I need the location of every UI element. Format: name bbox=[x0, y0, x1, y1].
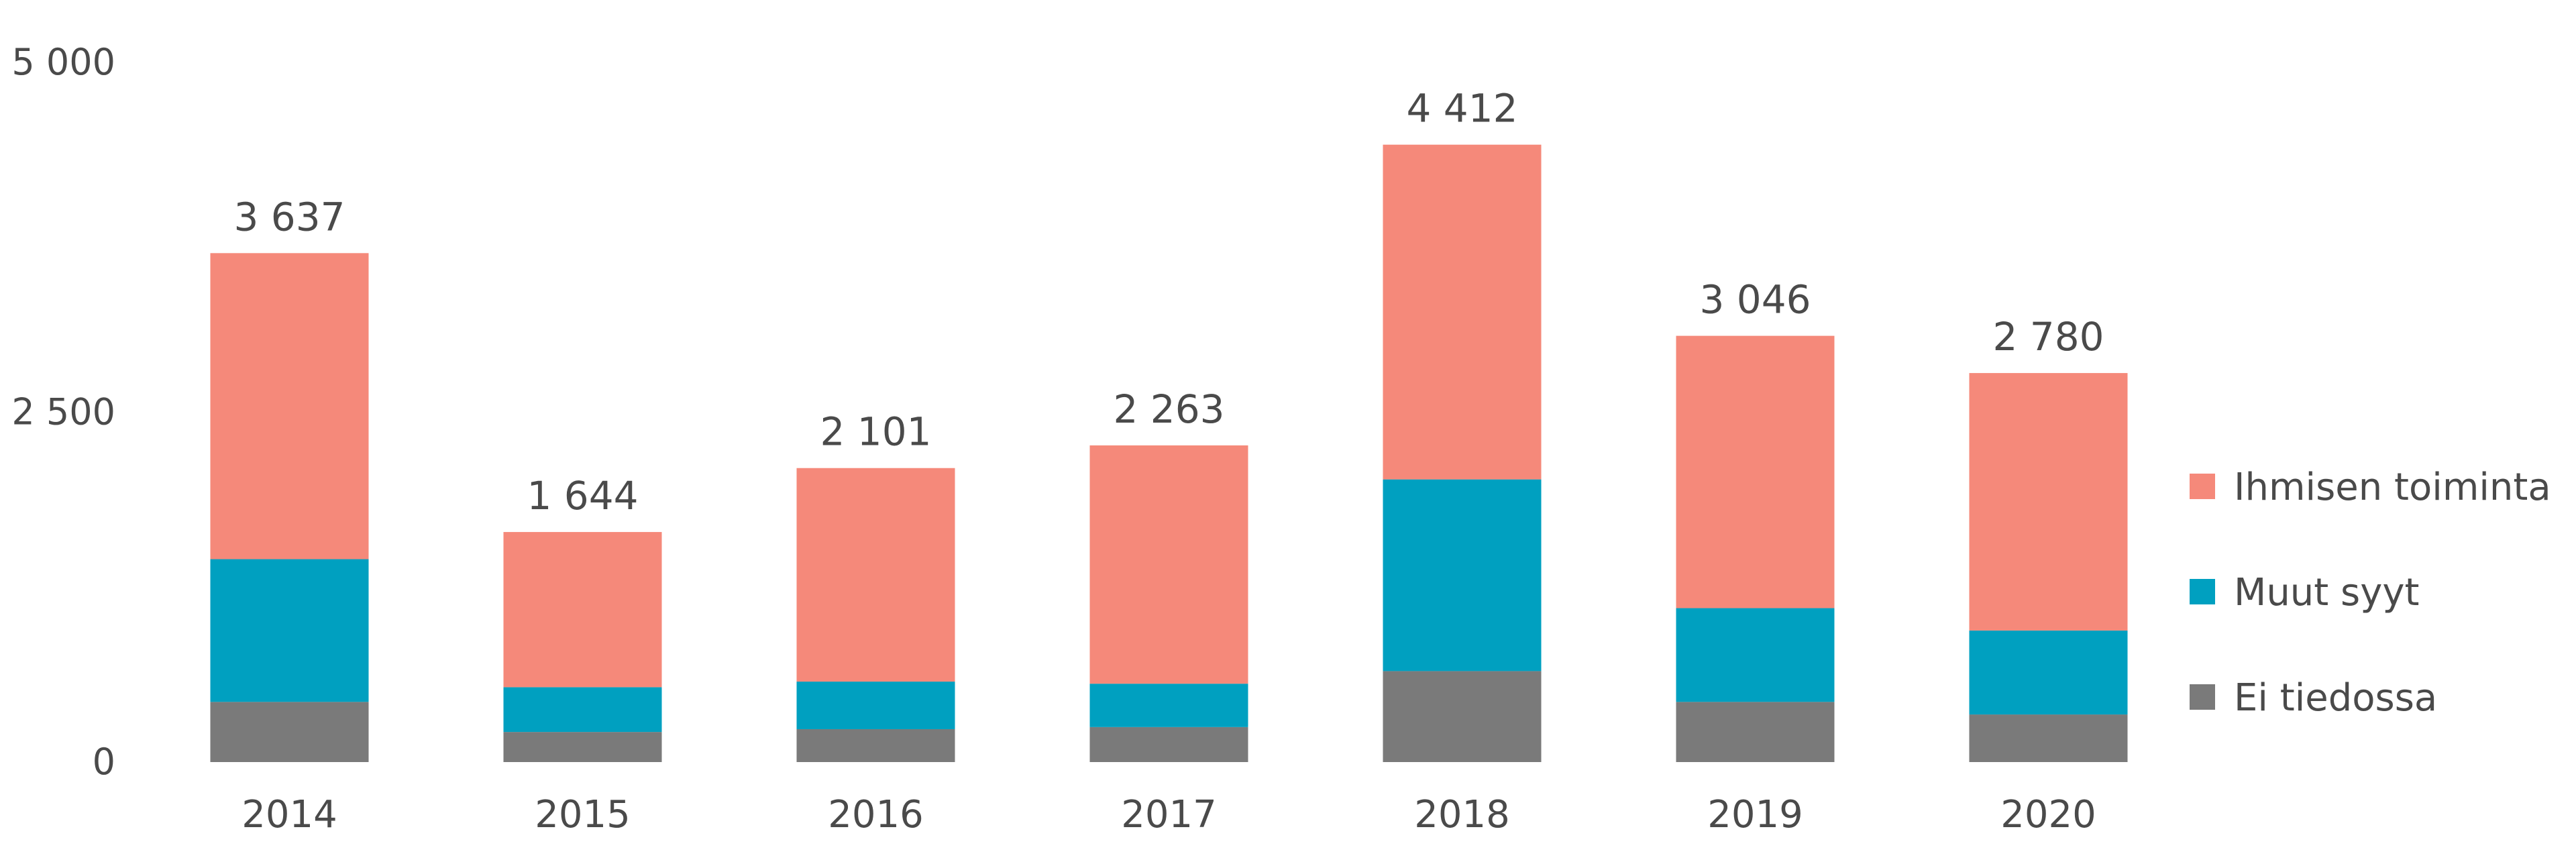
total-label: 1 644 bbox=[527, 473, 638, 519]
bar-segment bbox=[1969, 714, 2128, 762]
legend: Ihmisen toiminta Muut syyt Ei tiedossa bbox=[2190, 466, 2551, 720]
bar-segment bbox=[1383, 144, 1542, 480]
legend-swatch bbox=[2190, 684, 2215, 710]
total-label: 3 046 bbox=[1699, 277, 1811, 323]
bar-segment bbox=[1383, 479, 1542, 672]
legend-label: Ihmisen toiminta bbox=[2234, 466, 2551, 509]
y-axis: 0 2 500 5 000 bbox=[11, 41, 115, 783]
x-tick-label: 2016 bbox=[828, 793, 924, 837]
bar-segment bbox=[796, 682, 955, 729]
total-label: 2 780 bbox=[1992, 314, 2104, 360]
x-tick-label: 2015 bbox=[535, 793, 631, 837]
bars bbox=[210, 144, 2128, 762]
bar-segment bbox=[796, 468, 955, 682]
total-label: 2 101 bbox=[820, 409, 931, 455]
bar-segment bbox=[1969, 630, 2128, 715]
y-tick-label: 5 000 bbox=[11, 41, 115, 83]
x-tick-label: 2019 bbox=[1707, 793, 1803, 837]
y-tick-label: 2 500 bbox=[11, 391, 115, 433]
bar-segment bbox=[1969, 373, 2128, 631]
bar-segment bbox=[1089, 727, 1248, 762]
bar-segment bbox=[210, 559, 369, 702]
total-label: 3 637 bbox=[233, 194, 345, 239]
legend-swatch bbox=[2190, 579, 2215, 604]
bar-segment bbox=[1676, 702, 1835, 762]
bar-segment bbox=[1676, 335, 1835, 608]
bar-segment bbox=[210, 253, 369, 559]
bar-segment bbox=[796, 729, 955, 762]
legend-label: Muut syyt bbox=[2234, 571, 2419, 614]
x-tick-label: 2014 bbox=[241, 793, 337, 837]
total-label: 4 412 bbox=[1406, 86, 1517, 131]
x-tick-label: 2020 bbox=[2000, 793, 2096, 837]
bar-segment bbox=[1089, 445, 1248, 684]
x-tick-label: 2017 bbox=[1121, 793, 1217, 837]
bar-segment bbox=[503, 732, 662, 762]
x-tick-label: 2018 bbox=[1414, 793, 1510, 837]
bar-segment bbox=[503, 687, 662, 733]
bar-segment bbox=[210, 702, 369, 762]
legend-label: Ei tiedossa bbox=[2234, 676, 2437, 720]
legend-swatch bbox=[2190, 474, 2215, 499]
bar-segment bbox=[1089, 684, 1248, 727]
total-labels: 3 637 1 644 2 101 2 263 4 412 3 046 2 780 bbox=[233, 86, 2104, 519]
bar-segment bbox=[503, 532, 662, 688]
bar-segment bbox=[1383, 671, 1542, 762]
total-label: 2 263 bbox=[1113, 386, 1224, 432]
bar-segment bbox=[1676, 608, 1835, 702]
x-axis: 2014 2015 2016 2017 2018 2019 2020 bbox=[241, 793, 2096, 837]
y-tick-label: 0 bbox=[93, 741, 115, 783]
